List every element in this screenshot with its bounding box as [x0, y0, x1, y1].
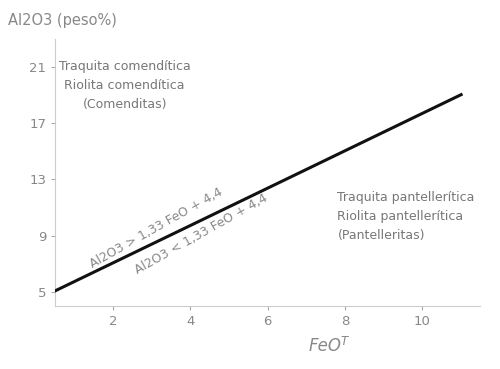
Text: Al2O3 > 1,33 FeO + 4,4: Al2O3 > 1,33 FeO + 4,4 [88, 186, 225, 271]
Text: T: T [341, 335, 348, 348]
Text: Traquita pantellerítica
Riolita pantellerítica
(Pantelleritas): Traquita pantellerítica Riolita pantelle… [338, 191, 475, 242]
Text: Al2O3 (peso%): Al2O3 (peso%) [8, 13, 117, 28]
Text: Al2O3 < 1,33 FeO + 4,4: Al2O3 < 1,33 FeO + 4,4 [133, 191, 270, 276]
Text: FeO: FeO [308, 337, 341, 355]
Text: Traquita comendítica
Riolita comendítica
(Comenditas): Traquita comendítica Riolita comendítica… [59, 60, 190, 111]
